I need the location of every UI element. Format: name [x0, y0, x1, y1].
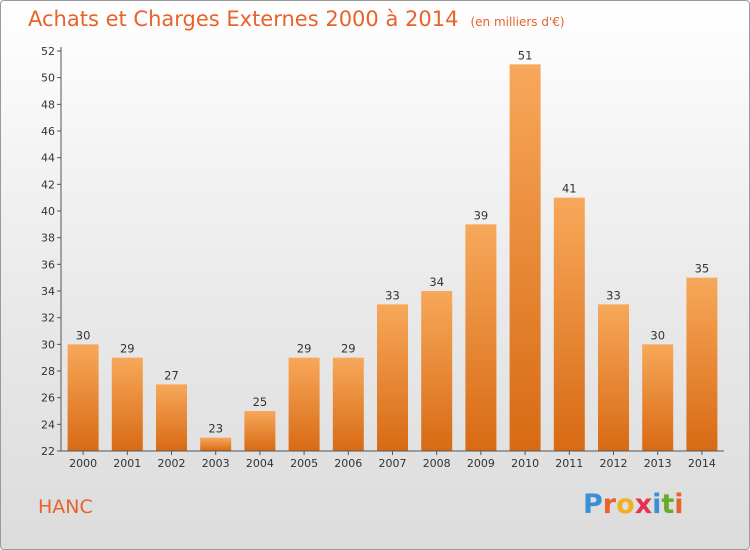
x-tick-label: 2012	[600, 457, 628, 470]
y-tick-label: 46	[41, 125, 55, 138]
y-tick-label: 42	[41, 178, 55, 191]
y-tick-label: 32	[41, 312, 55, 325]
bar-value-label: 29	[120, 342, 135, 356]
y-tick-label: 30	[41, 338, 55, 351]
x-tick-label: 2010	[511, 457, 539, 470]
y-tick-label: 34	[41, 285, 55, 298]
bar	[67, 344, 99, 451]
bar	[598, 304, 629, 451]
chart-subtitle: (en milliers d'€)	[470, 15, 565, 29]
logo-letter: o	[616, 489, 635, 520]
x-tick-label: 2002	[158, 457, 186, 470]
bar-value-label: 27	[164, 368, 179, 382]
x-tick-label: 2011	[555, 457, 583, 470]
bar-value-label: 41	[562, 182, 577, 196]
bar-value-label: 29	[341, 342, 356, 356]
x-tick-label: 2004	[246, 457, 274, 470]
chart-header: Achats et Charges Externes 2000 à 2014 (e…	[28, 7, 565, 31]
x-tick-label: 2013	[644, 457, 672, 470]
bar	[200, 437, 232, 451]
y-tick-label: 24	[41, 418, 55, 431]
logo-letter: i	[652, 489, 662, 520]
chart-title: Achats et Charges Externes 2000 à 2014	[28, 7, 459, 31]
bar	[156, 384, 187, 451]
logo-letter: P	[583, 489, 603, 520]
bar	[465, 224, 497, 451]
x-tick-label: 2006	[334, 457, 362, 470]
logo-letter: i	[674, 489, 684, 520]
y-tick-label: 48	[41, 98, 55, 111]
y-tick-label: 26	[41, 392, 55, 405]
bar	[686, 277, 718, 451]
logo-letter: r	[602, 489, 617, 520]
bar	[553, 197, 585, 451]
bar-value-label: 39	[474, 208, 489, 222]
y-tick-label: 50	[41, 72, 55, 85]
bar-value-label: 33	[606, 288, 621, 302]
y-tick-label: 40	[41, 205, 55, 218]
y-tick-label: 36	[41, 258, 55, 271]
y-tick-label: 38	[41, 232, 55, 245]
bar	[332, 357, 364, 451]
logo-letter: x	[634, 489, 653, 520]
bar-value-label: 30	[650, 328, 665, 342]
bar-value-label: 51	[518, 48, 533, 62]
x-tick-label: 2000	[69, 457, 97, 470]
y-tick-label: 22	[41, 445, 55, 458]
x-tick-label: 2014	[688, 457, 716, 470]
bar-value-label: 29	[297, 342, 312, 356]
proxiti-logo[interactable]: Proxiti	[583, 489, 684, 520]
bar	[288, 357, 320, 451]
bars-layer: 30 29 27 23 25 29 29 33 34 39 51 41 33 30 35	[67, 48, 718, 452]
commune-name: HANC	[38, 496, 93, 518]
logo-letter: t	[661, 489, 675, 520]
bar-value-label: 25	[253, 395, 268, 409]
x-tick-label: 2005	[290, 457, 318, 470]
bar-value-label: 33	[385, 288, 400, 302]
y-tick-label: 44	[41, 152, 55, 165]
bar	[421, 291, 453, 451]
bar	[377, 304, 408, 451]
y-tick-label: 52	[41, 45, 55, 58]
bar-value-label: 35	[695, 262, 710, 276]
bar	[244, 411, 276, 451]
bar-value-label: 23	[208, 422, 223, 436]
x-tick-label: 2009	[467, 457, 495, 470]
bar	[509, 64, 541, 452]
axis-layer: 22 24 26 28 30 32 34 36 38 40 42 44 46 48 50 52 2000 2001…	[41, 45, 724, 470]
bar-value-label: 30	[76, 328, 91, 342]
x-tick-label: 2001	[113, 457, 141, 470]
x-tick-label: 2007	[379, 457, 407, 470]
y-tick-label: 28	[41, 365, 55, 378]
bar	[111, 357, 143, 451]
bar-value-label: 34	[429, 275, 444, 289]
bar	[642, 344, 674, 451]
x-tick-label: 2003	[202, 457, 230, 470]
x-tick-label: 2008	[423, 457, 451, 470]
